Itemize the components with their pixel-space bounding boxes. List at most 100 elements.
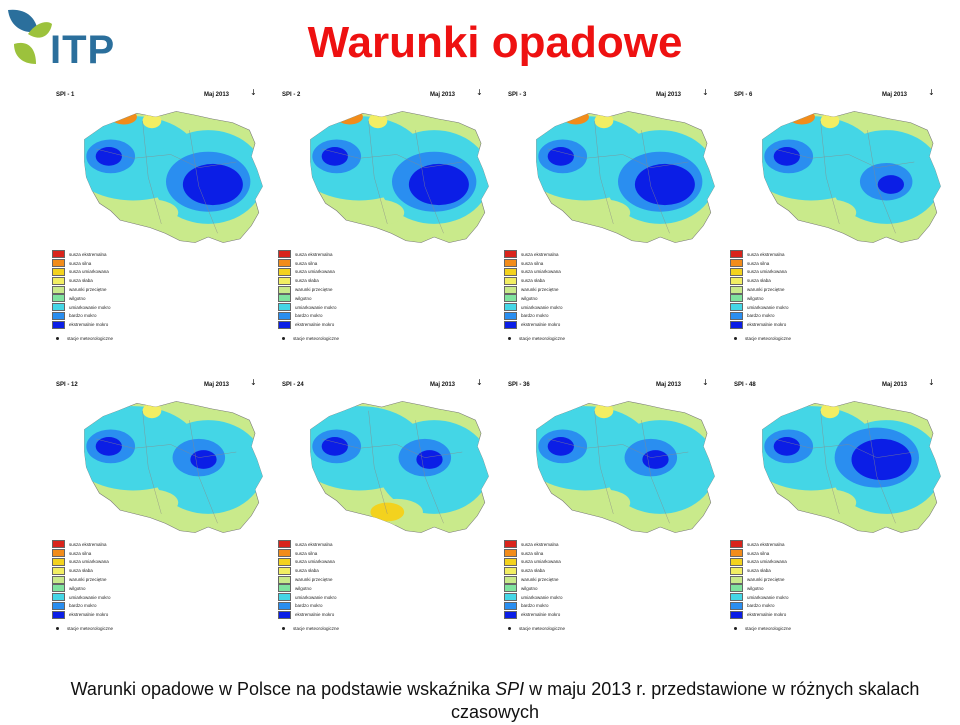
caption-part1: Warunki opadowe w Polsce na podstawie ws… — [70, 679, 496, 699]
legend-swatch — [504, 593, 517, 602]
legend-item: ekstremalnie mokro — [504, 320, 624, 329]
legend-item: ekstremalnie mokro — [504, 610, 624, 619]
north-arrow-icon: ↓ — [928, 378, 935, 387]
legend-label: warunki przeciętne — [69, 577, 107, 583]
legend-swatch — [504, 557, 517, 566]
legend-label: susza słaba — [295, 568, 319, 574]
caption-spi: SPI — [495, 679, 525, 699]
legend-item: susza ekstremalna — [52, 540, 172, 549]
legend-swatch — [278, 303, 291, 312]
legend-swatch — [730, 566, 743, 575]
legend-item: umiarkowanie mokro — [52, 303, 172, 312]
legend-label: susza umiarkowana — [69, 559, 109, 565]
station-dot-icon — [734, 337, 737, 340]
legend-label: susza silna — [521, 550, 544, 556]
stations-legend: stacje meteorologiczne — [504, 626, 565, 631]
poland-spi-map — [762, 401, 941, 533]
legend-swatch — [504, 601, 517, 610]
legend-item: susza słaba — [278, 566, 398, 575]
legend-label: ekstremalnie mokro — [295, 612, 335, 618]
poland-spi-map — [762, 111, 941, 243]
legend-label: ekstremalnie mokro — [521, 322, 561, 328]
legend-label: susza ekstremalna — [69, 251, 107, 257]
legend-swatch — [52, 566, 65, 575]
north-arrow-icon: ↓ — [476, 88, 483, 97]
legend-label: bardzo mokro — [295, 603, 323, 609]
stations-legend: stacje meteorologiczne — [52, 336, 113, 341]
legend-item: susza ekstremalna — [52, 250, 172, 259]
legend-label: susza ekstremalna — [295, 541, 333, 547]
map-legend: susza ekstremalna susza silna susza umiark… — [278, 250, 398, 329]
legend-item: susza słaba — [730, 276, 850, 285]
panel-date: Maj 2013 — [430, 382, 456, 388]
legend-item: bardzo mokro — [52, 601, 172, 611]
legend-swatch — [730, 250, 743, 259]
legend-swatch — [504, 584, 517, 593]
legend-label: ekstremalnie mokro — [521, 612, 561, 618]
legend-swatch — [278, 610, 291, 619]
legend-item: umiarkowanie mokro — [278, 303, 398, 312]
panel-title: SPI - 12 — [56, 382, 78, 388]
legend-swatch — [278, 566, 291, 575]
legend-item: bardzo mokro — [278, 601, 398, 611]
stations-label: stacje meteorologiczne — [745, 336, 792, 341]
legend-swatch — [504, 250, 517, 259]
spi-map-panel: SPI - 2 Maj 2013 ↓ susza ekstremalna susz… — [276, 88, 502, 341]
legend-item: wilgotno — [52, 584, 172, 593]
legend-item: warunki przeciętne — [504, 285, 624, 294]
legend-swatch — [504, 276, 517, 285]
legend-item: susza umiarkowana — [52, 557, 172, 567]
legend-item: wilgotno — [504, 584, 624, 593]
legend-item: susza umiarkowana — [730, 557, 850, 567]
legend-item: susza silna — [52, 259, 172, 268]
legend-item: bardzo mokro — [52, 311, 172, 321]
station-dot-icon — [734, 627, 737, 630]
panel-title: SPI - 6 — [734, 92, 753, 98]
spi-map-panel: SPI - 12 Maj 2013 ↓ susza ekstremalna sus… — [50, 378, 276, 631]
legend-label: susza silna — [521, 260, 544, 266]
poland-spi-map — [84, 111, 263, 243]
legend-swatch — [730, 584, 743, 593]
legend-label: wilgotno — [69, 295, 86, 301]
panel-date: Maj 2013 — [204, 382, 230, 388]
legend-swatch — [730, 593, 743, 602]
legend-label: susza ekstremalna — [521, 251, 559, 257]
legend-swatch — [52, 294, 65, 303]
legend-label: susza słaba — [747, 568, 771, 574]
legend-label: bardzo mokro — [69, 603, 97, 609]
spi-map-panel: SPI - 3 Maj 2013 ↓ susza ekstremalna susz… — [502, 88, 728, 341]
stations-legend: stacje meteorologiczne — [52, 626, 113, 631]
legend-swatch — [278, 540, 291, 549]
legend-label: bardzo mokro — [747, 603, 775, 609]
spi-map-panel: SPI - 48 Maj 2013 ↓ susza ekstremalna sus… — [728, 378, 954, 631]
legend-swatch — [52, 584, 65, 593]
legend-item: bardzo mokro — [730, 601, 850, 611]
panel-title: SPI - 48 — [734, 382, 756, 388]
legend-label: warunki przeciętne — [295, 577, 333, 583]
spi-map-panel: SPI - 24 Maj 2013 ↓ susza ekstremalna sus… — [276, 378, 502, 631]
legend-item: ekstremalnie mokro — [278, 610, 398, 619]
legend-swatch — [730, 320, 743, 329]
panel-title: SPI - 2 — [282, 92, 301, 98]
legend-item: umiarkowanie mokro — [504, 593, 624, 602]
legend-swatch — [730, 294, 743, 303]
legend-swatch — [52, 320, 65, 329]
legend-swatch — [504, 303, 517, 312]
legend-item: susza umiarkowana — [504, 557, 624, 567]
map-legend: susza ekstremalna susza silna susza umiark… — [278, 540, 398, 619]
legend-swatch — [730, 540, 743, 549]
legend-swatch — [278, 557, 291, 566]
leaf-icon — [8, 9, 52, 64]
legend-swatch — [278, 311, 291, 320]
legend-label: warunki przeciętne — [295, 287, 333, 293]
stations-label: stacje meteorologiczne — [519, 336, 566, 341]
panel-title: SPI - 36 — [508, 382, 530, 388]
legend-item: umiarkowanie mokro — [52, 593, 172, 602]
legend-swatch — [278, 549, 291, 558]
legend-swatch — [278, 575, 291, 584]
stations-legend: stacje meteorologiczne — [730, 336, 791, 341]
legend-item: ekstremalnie mokro — [52, 320, 172, 329]
map-legend: susza ekstremalna susza silna susza umiark… — [504, 540, 624, 619]
legend-item: wilgotno — [730, 584, 850, 593]
legend-label: wilgotno — [521, 585, 538, 591]
